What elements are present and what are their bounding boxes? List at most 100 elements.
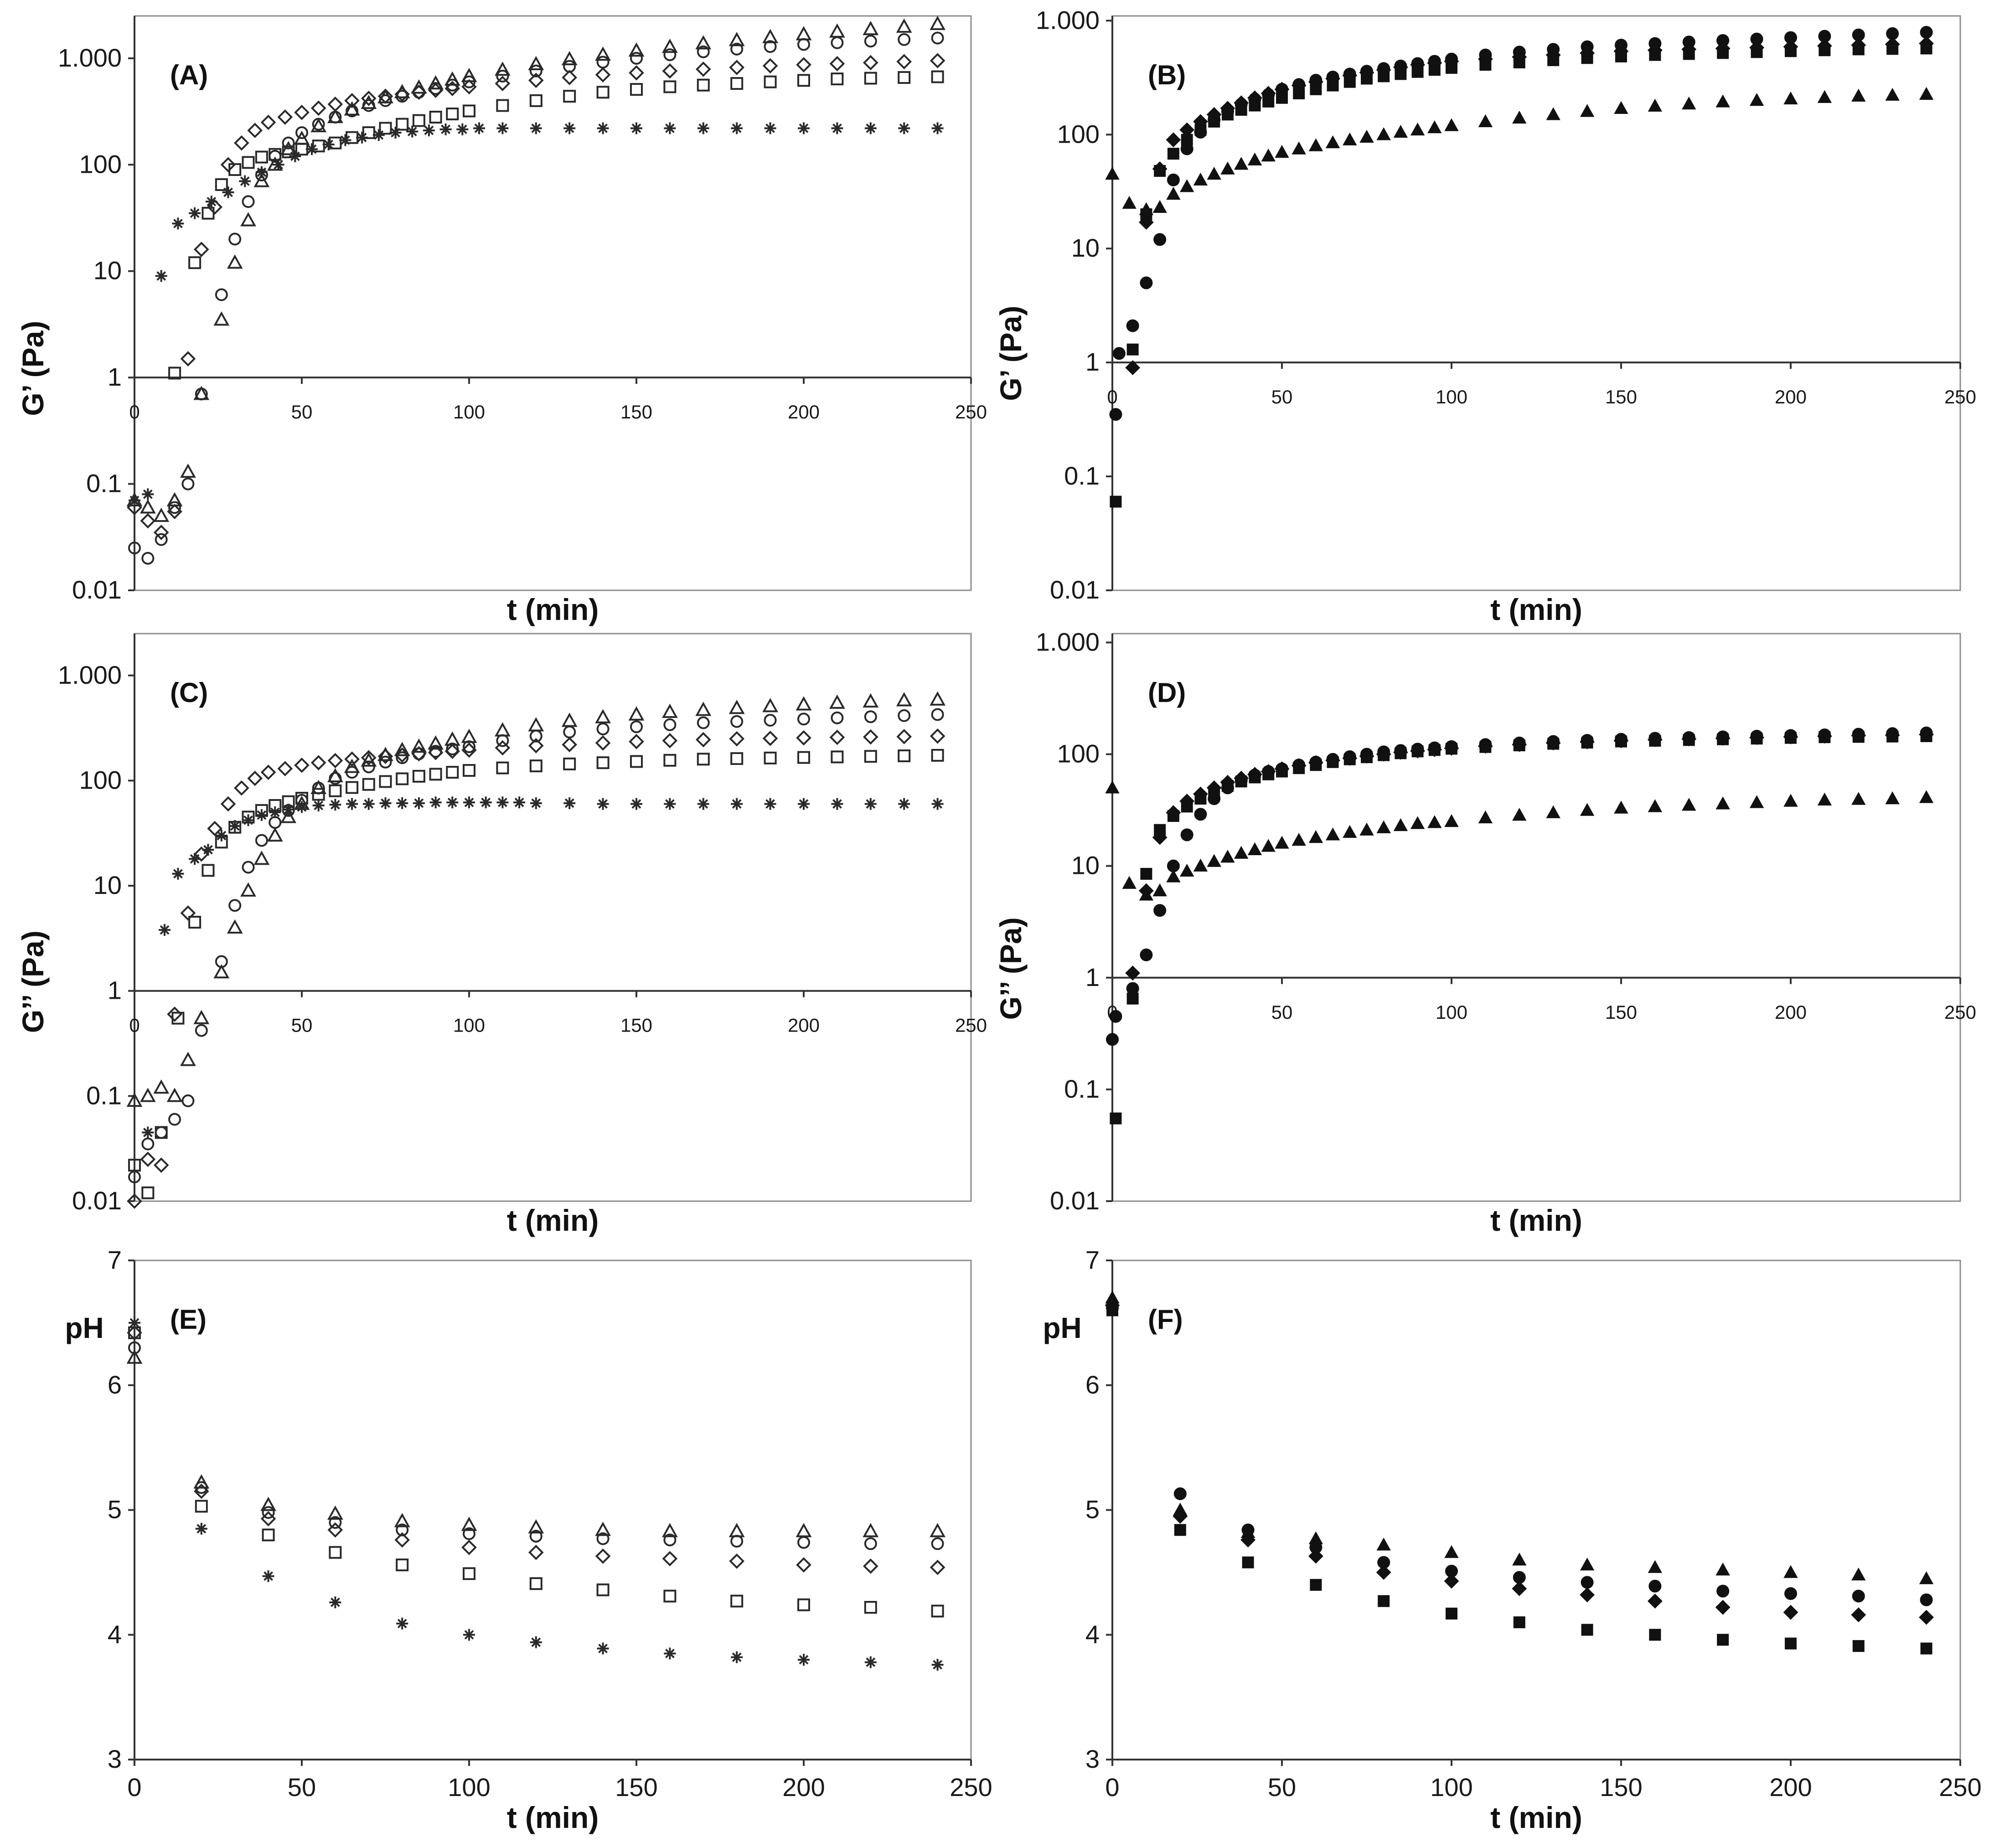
data-point-diamond — [411, 84, 427, 100]
data-point-square — [195, 1500, 208, 1513]
data-point-asterisk — [329, 799, 341, 811]
data-point-triangle — [1715, 94, 1730, 108]
y-tick-label: 1 — [108, 976, 122, 1005]
data-point-circle — [864, 710, 877, 723]
x-tick-label: 200 — [788, 401, 820, 423]
data-point-asterisk — [864, 798, 877, 810]
data-point-diamond — [796, 57, 811, 72]
data-point-diamond — [127, 500, 142, 516]
data-point-asterisk — [480, 796, 492, 809]
data-point-square — [831, 72, 844, 86]
data-point-diamond — [444, 81, 460, 97]
data-point-asterisk — [731, 1651, 743, 1663]
data-point-square — [898, 71, 911, 84]
data-point-square — [269, 148, 282, 161]
data-point-diamond — [220, 157, 236, 173]
data-point-triangle — [227, 254, 243, 269]
data-point-asterisk — [563, 797, 576, 809]
data-point-triangle — [126, 1349, 143, 1364]
data-point-triangle — [495, 61, 511, 76]
data-point-square — [1208, 786, 1220, 798]
data-point-square — [1428, 64, 1441, 76]
data-point-triangle — [193, 1474, 210, 1489]
data-point-diamond — [394, 86, 410, 102]
data-point-circle — [697, 45, 710, 58]
chart-panel-c: 0.01 0.1 1 10 100 1.000 0 50 100 150 200 250 (C) t (m… — [16, 633, 987, 1237]
y-tick-label: 0.1 — [1064, 1074, 1100, 1103]
y-axis-label: pH — [65, 1311, 103, 1344]
data-point-diamond — [167, 504, 182, 520]
data-point-triangle — [1179, 863, 1194, 877]
data-point-square — [1154, 824, 1166, 836]
data-point-square — [1920, 1642, 1932, 1655]
data-point-square — [931, 70, 944, 83]
data-point-circle — [329, 1516, 342, 1529]
data-point-asterisk — [239, 175, 251, 187]
data-point-triangle — [1851, 792, 1866, 805]
data-point-asterisk — [731, 798, 743, 810]
data-point-triangle — [1749, 795, 1764, 808]
data-point-circle — [529, 64, 542, 77]
data-point-circle — [1581, 1576, 1594, 1589]
data-point-asterisk — [456, 123, 469, 135]
data-point-triangle — [1614, 101, 1628, 114]
data-point-triangle — [1166, 186, 1181, 200]
data-point-circle — [362, 760, 375, 774]
x-tick-label: 100 — [1436, 386, 1467, 408]
x-tick-label: 50 — [1271, 1001, 1293, 1023]
data-point-diamond — [310, 755, 326, 770]
data-point-asterisk — [446, 796, 459, 809]
data-point-square — [1717, 47, 1729, 59]
data-point-asterisk — [630, 798, 642, 810]
data-point-circle — [195, 1024, 208, 1037]
data-point-triangle — [1152, 200, 1167, 213]
y-tick-label: 10 — [93, 256, 122, 285]
data-point-triangle — [528, 1519, 544, 1534]
data-point-asterisk — [129, 494, 140, 506]
data-point-diamond — [1444, 1574, 1459, 1589]
x-tick-label: 100 — [453, 1015, 485, 1036]
data-point-diamond — [595, 735, 611, 751]
data-point-square — [563, 757, 576, 770]
x-tick-label: 0 — [129, 1015, 139, 1036]
data-point-square — [155, 1126, 168, 1139]
data-point-triangle — [213, 311, 230, 326]
data-point-square — [446, 107, 459, 120]
data-point-asterisk — [346, 798, 358, 810]
data-point-square — [1479, 741, 1492, 753]
data-point-circle — [215, 288, 228, 301]
data-point-square — [630, 755, 643, 768]
data-point-circle — [1140, 948, 1153, 961]
data-point-circle — [329, 772, 342, 785]
data-point-triangle — [1410, 816, 1425, 829]
data-point-diamond — [595, 1548, 611, 1564]
chart-panel-b: 0.01 0.1 1 10 100 1.000 0 50 100 150 200 250 (B) t (m… — [994, 5, 1976, 626]
data-point-diamond — [377, 748, 393, 764]
data-point-square — [1513, 1616, 1525, 1628]
data-point-asterisk — [496, 796, 509, 809]
y-tick-label: 7 — [108, 1245, 122, 1274]
data-point-square — [1194, 793, 1207, 805]
series-square — [128, 1326, 944, 1618]
data-point-circle — [1109, 1010, 1122, 1023]
data-point-circle — [362, 99, 375, 112]
data-point-triangle — [1275, 145, 1289, 158]
data-point-circle — [1106, 1033, 1119, 1046]
data-point-asterisk — [429, 796, 442, 809]
data-point-square — [463, 104, 475, 118]
data-point-circle — [128, 1341, 141, 1354]
data-point-square — [1154, 165, 1166, 177]
data-point-square — [168, 367, 181, 380]
data-point-square — [831, 750, 844, 764]
panel-label: (B) — [1148, 60, 1186, 90]
data-point-square — [1262, 95, 1275, 108]
data-point-triangle — [528, 56, 544, 71]
data-point-circle — [446, 742, 459, 755]
data-point-asterisk — [530, 122, 542, 134]
data-point-diamond — [294, 757, 310, 773]
data-point-triangle — [1234, 157, 1249, 170]
data-point-diamond — [863, 729, 878, 745]
data-point-asterisk — [202, 844, 214, 856]
data-point-asterisk — [306, 143, 318, 155]
